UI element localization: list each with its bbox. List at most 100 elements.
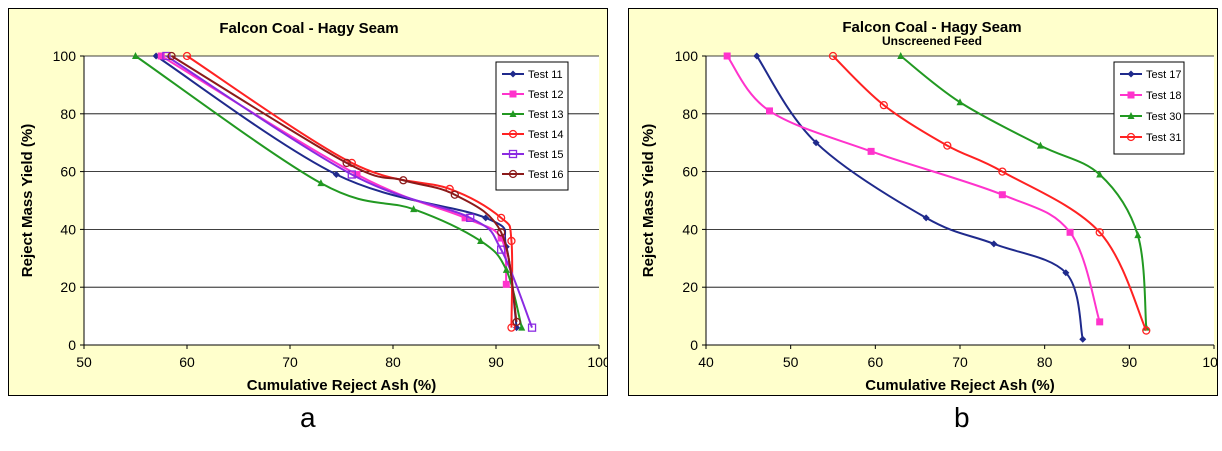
data-point: [518, 323, 526, 331]
data-point: [1096, 170, 1104, 178]
data-point: [450, 190, 459, 199]
legend-marker: [509, 110, 517, 117]
data-point: [1142, 326, 1151, 335]
legend-marker: [1127, 91, 1135, 99]
y-tick-label: 40: [682, 221, 698, 237]
legend-label: Test 12: [528, 89, 563, 101]
data-point: [512, 317, 521, 327]
legend-label: Test 17: [1146, 69, 1181, 81]
y-tick-label: 100: [675, 48, 699, 64]
x-tick-label: 60: [179, 354, 195, 370]
legend-marker: [1126, 132, 1136, 142]
series-test-31: [828, 51, 1151, 335]
data-point: [410, 205, 418, 213]
legend-item: Test 31: [1120, 132, 1181, 144]
chart-a-svg: Falcon Coal - Hagy Seam 0 20 40 60 80 100 50 60 7…: [19, 20, 607, 394]
legend-marker: [1127, 70, 1135, 78]
x-axis-label: Cumulative Reject Ash (%): [865, 377, 1055, 394]
x-tick-label: 40: [698, 354, 714, 370]
legend-marker: [1127, 112, 1135, 119]
legend-label: Test 30: [1146, 111, 1181, 123]
data-point: [342, 158, 351, 168]
y-tick-label: 80: [60, 106, 76, 122]
data-point: [162, 51, 171, 61]
y-tick-label: 20: [682, 279, 698, 295]
data-point: [399, 176, 408, 185]
legend-marker: [508, 129, 518, 139]
series-test-15: [162, 51, 537, 332]
data-point: [497, 234, 505, 242]
chart-title: Falcon Coal - Hagy Seam: [219, 20, 398, 37]
data-point: [897, 52, 905, 59]
data-point: [1062, 269, 1070, 277]
legend-item: Test 30: [1120, 111, 1181, 123]
data-point: [723, 52, 731, 60]
data-point: [347, 170, 356, 179]
legend-marker: [508, 169, 518, 179]
x-tick-label: 100: [587, 354, 607, 370]
y-axis-label: Reject Mass Yield (%): [19, 124, 36, 277]
data-point: [879, 100, 888, 110]
data-point: [482, 214, 490, 222]
data-point: [990, 240, 998, 248]
series-test-16: [167, 51, 521, 327]
data-point: [496, 245, 506, 254]
caption-a: a: [300, 402, 316, 433]
x-tick-label: 50: [76, 354, 92, 370]
legend-label: Test 13: [528, 109, 563, 121]
data-point: [1095, 228, 1104, 237]
legend-label: Test 18: [1146, 90, 1181, 102]
series-line: [165, 55, 533, 329]
data-point: [1066, 228, 1074, 236]
data-point: [753, 52, 761, 60]
data-point: [943, 141, 952, 150]
data-point: [867, 147, 875, 155]
series-test-13: [132, 52, 526, 331]
legend-item: Test 17: [1120, 69, 1181, 81]
data-point: [828, 51, 838, 61]
legend-label: Test 15: [528, 149, 563, 161]
legend-item: Test 12: [502, 89, 563, 101]
data-point: [461, 214, 469, 222]
x-tick-label: 70: [952, 354, 968, 370]
data-point: [332, 170, 340, 178]
data-point: [502, 265, 510, 273]
data-point: [1134, 231, 1142, 239]
x-tick-label: 90: [488, 354, 504, 370]
x-tick-label: 50: [783, 354, 799, 370]
grid-lines: [706, 55, 1214, 288]
legend-item: Test 16: [502, 169, 563, 181]
y-tick-label: 40: [60, 221, 76, 237]
legend: Test 17 Test 18 Test 30 Test 31: [1113, 61, 1185, 155]
data-point: [513, 324, 521, 332]
legend-label: Test 14: [528, 129, 563, 141]
x-tick-label: 80: [1037, 354, 1053, 370]
legend-item: Test 18: [1120, 90, 1181, 102]
chart-panel-b: Falcon Coal - Hagy Seam Unscreened Feed 0 2…: [628, 8, 1218, 396]
legend-marker: [509, 70, 517, 78]
y-tick-label: 100: [53, 48, 77, 64]
data-point: [1096, 318, 1104, 326]
data-point: [477, 236, 485, 244]
data-point: [502, 280, 510, 288]
legend-item: Test 15: [502, 149, 563, 161]
legend-marker: [509, 90, 517, 98]
data-point: [466, 213, 475, 222]
data-point: [317, 179, 325, 187]
series-line: [186, 55, 514, 328]
series-test-18: [723, 52, 1104, 326]
data-point: [496, 213, 506, 222]
legend-box: [1113, 61, 1185, 155]
legend-label: Test 11: [528, 69, 563, 81]
legend-item: Test 11: [502, 69, 563, 81]
series-line: [900, 55, 1148, 328]
x-tick-label: 90: [1122, 354, 1138, 370]
data-point: [998, 191, 1006, 199]
data-point: [167, 51, 176, 61]
data-point: [507, 323, 516, 332]
legend-label: Test 16: [528, 169, 563, 181]
data-point: [157, 52, 165, 60]
legend-item: Test 13: [502, 109, 563, 121]
data-point: [812, 139, 820, 147]
